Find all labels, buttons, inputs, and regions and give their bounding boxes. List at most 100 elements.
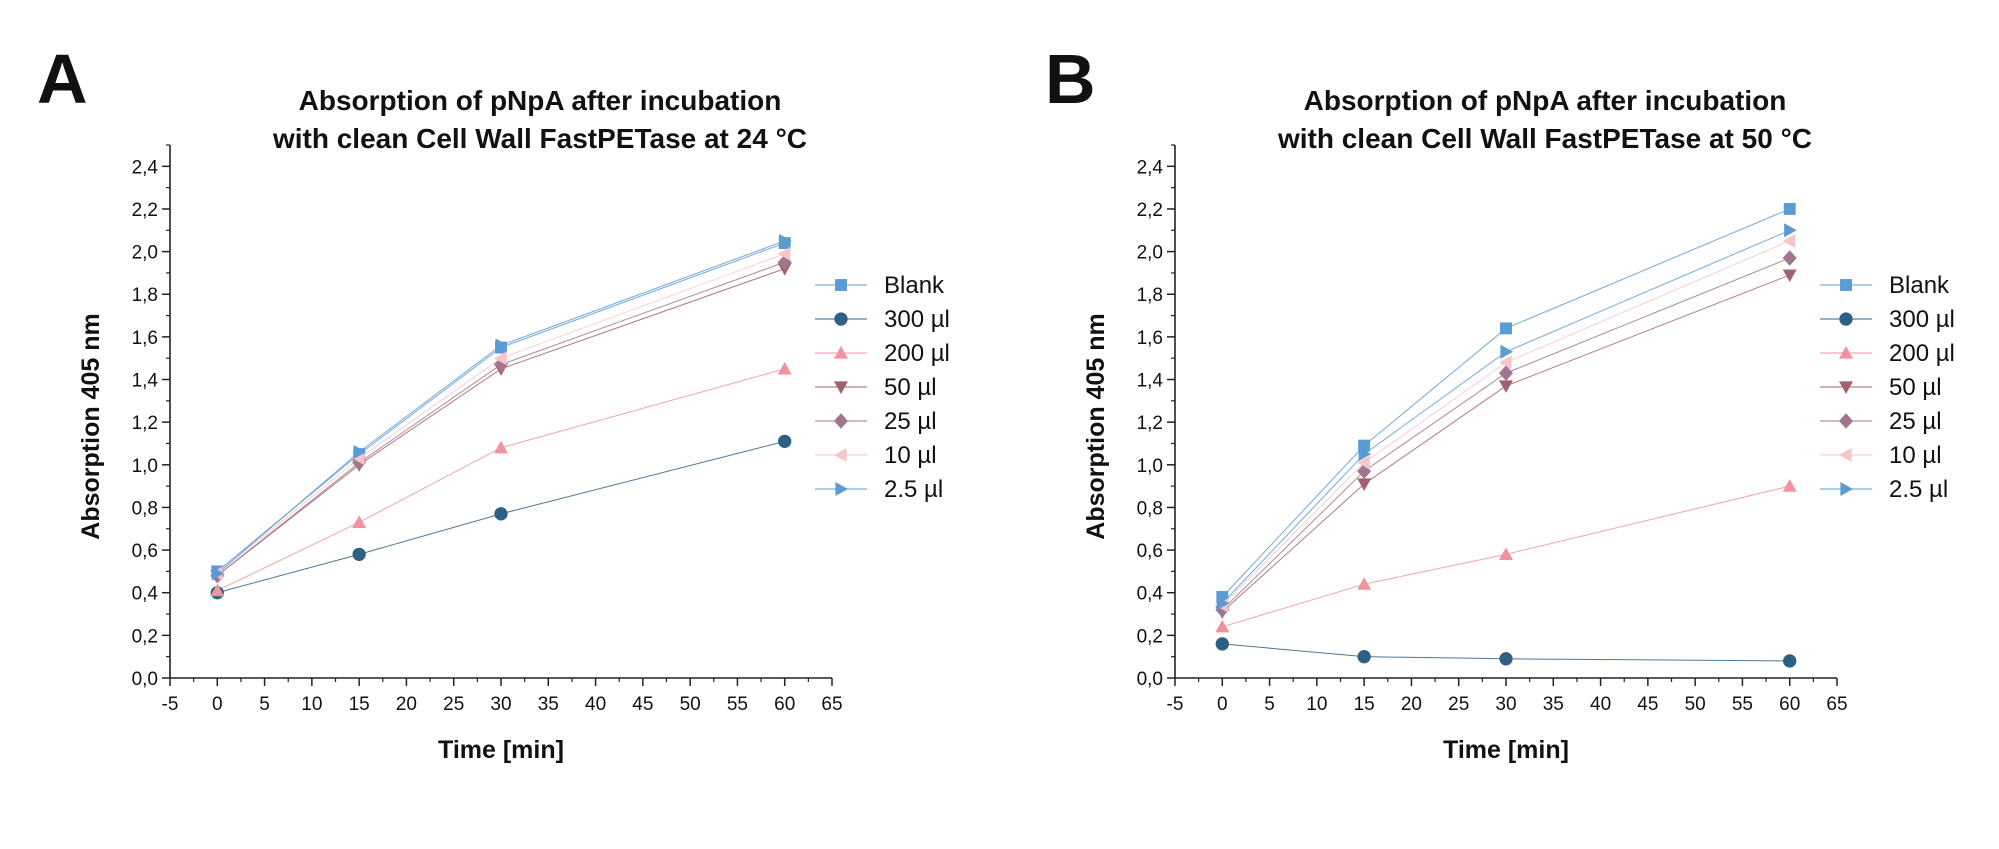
data-point — [1500, 344, 1513, 359]
x-tick-label: 65 — [821, 694, 842, 715]
data-point — [1357, 455, 1370, 470]
x-tick-label: 25 — [1448, 694, 1469, 715]
y-tick-label: 0,6 — [1137, 541, 1163, 562]
data-point — [1357, 577, 1372, 590]
x-tick-label: 45 — [632, 694, 653, 715]
legend-label: 2.5 µl — [884, 476, 943, 503]
x-tick-label: 50 — [680, 694, 701, 715]
data-point — [494, 440, 508, 454]
y-tick-label: 0,0 — [1137, 669, 1163, 690]
legend-label: 50 µl — [1889, 374, 1942, 401]
x-tick-label: 5 — [1264, 694, 1275, 715]
y-tick-label: 0,2 — [132, 626, 158, 647]
x-tick-label: 50 — [1685, 694, 1706, 715]
data-point — [494, 507, 508, 521]
x-tick-label: 40 — [585, 694, 606, 715]
data-point — [1357, 478, 1372, 491]
x-tick-label: 20 — [396, 694, 417, 715]
series-line — [216, 253, 785, 574]
x-tick-label: 55 — [1732, 694, 1753, 715]
x-tick-label: 0 — [1217, 694, 1228, 715]
y-tick-label: 0,8 — [1137, 498, 1163, 519]
series-line — [217, 440, 785, 594]
y-axis-title: Absorption 405 nm — [77, 313, 105, 539]
legend-marker — [835, 482, 848, 496]
legend-marker — [834, 346, 848, 359]
data-point — [494, 351, 507, 366]
data-point — [777, 246, 791, 261]
data-point — [1216, 591, 1229, 603]
series-line — [1221, 240, 1790, 606]
legend-label: 50 µl — [884, 374, 937, 401]
series-line — [216, 268, 785, 577]
x-tick-label: 60 — [774, 694, 795, 715]
data-point — [1782, 250, 1797, 266]
legend-label: 25 µl — [1889, 408, 1942, 435]
series-line — [1222, 643, 1790, 662]
x-tick-label: 20 — [1401, 694, 1422, 715]
series-line — [1221, 274, 1790, 613]
y-tick-label: 0,8 — [132, 498, 158, 519]
y-tick-label: 1,0 — [132, 456, 158, 477]
data-point — [1358, 439, 1371, 452]
data-point — [1499, 380, 1513, 393]
data-point — [779, 233, 792, 248]
plot-area: 0,0 0,2 0,4 0,6 0,8 1,0 1,2 1,4 1,6 1,8 2,0 2,2 2,4 -… — [77, 144, 950, 764]
data-point — [1215, 619, 1230, 633]
x-tick-label: 10 — [1306, 694, 1327, 715]
y-axis-title: Absorption 405 nm — [1082, 313, 1110, 539]
x-tick-label: 35 — [538, 694, 559, 715]
x-tick-label: 55 — [727, 694, 748, 715]
y-tick-label: 2,2 — [1137, 200, 1163, 221]
data-point — [1499, 355, 1512, 370]
y-tick-label: 0,4 — [1137, 584, 1164, 605]
y-tick-label: 1,8 — [132, 285, 158, 306]
data-point — [495, 338, 508, 353]
legend-marker — [834, 381, 848, 394]
chart-title-line-1: Absorption of pNpA after incubation — [298, 85, 782, 116]
legend-label: 200 µl — [884, 340, 950, 367]
x-tick-label: -5 — [1167, 694, 1184, 715]
legend-marker — [834, 448, 847, 462]
legend-marker — [1840, 482, 1853, 496]
panel-label: A — [37, 40, 88, 118]
data-point — [1783, 203, 1796, 215]
y-tick-label: 0,2 — [1137, 626, 1163, 647]
panel-label: B — [1045, 40, 1096, 118]
legend-marker — [835, 279, 847, 291]
x-tick-label: 60 — [1779, 694, 1800, 715]
chart-panel-a: A Absorption of pNpA after incubation wi… — [37, 40, 950, 764]
chart-title: Absorption of pNpA after incubation with… — [200, 82, 880, 158]
x-tick-label: 5 — [259, 694, 270, 715]
series-line — [1221, 229, 1790, 604]
legend-label: Blank — [884, 272, 945, 299]
y-tick-label: 1,0 — [1137, 456, 1163, 477]
x-tick-label: 15 — [1354, 694, 1375, 715]
data-point — [1215, 637, 1229, 651]
y-tick-label: 2,0 — [132, 243, 158, 264]
legend-marker — [1839, 448, 1852, 462]
y-tick-label: 1,4 — [132, 371, 159, 392]
legend-marker — [834, 312, 848, 326]
legend-marker — [1839, 312, 1853, 326]
data-point — [1500, 322, 1512, 335]
legend-label: 200 µl — [1889, 340, 1955, 367]
data-point — [1499, 365, 1513, 381]
y-tick-label: 1,2 — [1137, 413, 1163, 434]
legend-label: 10 µl — [1889, 442, 1942, 469]
x-axis-title: Time [min] — [438, 736, 564, 764]
legend-label: 2.5 µl — [1889, 476, 1948, 503]
series-line — [216, 242, 785, 572]
x-tick-label: 30 — [490, 694, 511, 715]
legend-marker — [1839, 413, 1853, 429]
y-tick-label: 1,6 — [1137, 328, 1163, 349]
data-point — [1784, 223, 1797, 238]
chart-panel-b: B Absorption of pNpA after incubation wi… — [1005, 0, 1999, 849]
x-tick-label: 40 — [1590, 694, 1611, 715]
legend-label: Blank — [1889, 272, 1950, 299]
data-point — [1782, 479, 1797, 492]
data-point — [1358, 447, 1372, 462]
legend-label: 25 µl — [884, 408, 937, 435]
legend-marker — [1839, 346, 1853, 359]
data-point — [1216, 596, 1230, 611]
